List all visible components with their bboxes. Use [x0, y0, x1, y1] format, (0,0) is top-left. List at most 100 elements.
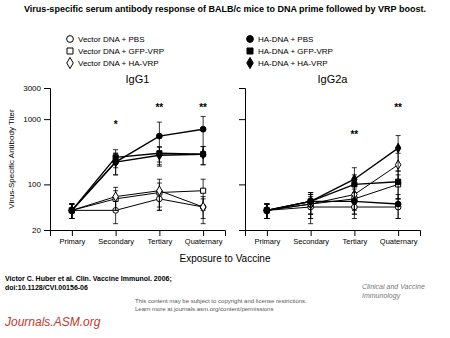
- chart: Virus-specific serum antibody response o…: [0, 0, 450, 338]
- series: [264, 171, 400, 218]
- line: [72, 191, 203, 211]
- error-bar: [69, 204, 74, 218]
- error-bar: [157, 147, 162, 166]
- axis-line: [239, 89, 246, 231]
- series: [264, 197, 401, 224]
- error-bar: [308, 194, 313, 218]
- tick-mark: [354, 230, 355, 236]
- error-bar: [264, 204, 269, 218]
- tick-mark: [398, 230, 399, 236]
- tick-mark: [44, 119, 50, 120]
- point: [308, 197, 313, 206]
- tick: Tertiary: [343, 230, 368, 246]
- series: [69, 179, 205, 218]
- footer-line: doi:10.1128/CVI.00156-06: [5, 284, 88, 291]
- footer-text: Journals.ASM.org: [4, 315, 101, 329]
- point: [113, 157, 118, 166]
- legend-item: Vector DNA + HA-VRP: [67, 57, 159, 68]
- error-bar: [113, 187, 118, 210]
- tick: 3000: [23, 84, 50, 93]
- tick: 20: [32, 226, 50, 235]
- error-bar: [201, 147, 206, 165]
- point: [157, 186, 162, 195]
- tick-mark: [267, 230, 268, 236]
- point: [396, 179, 401, 184]
- error-bar: [264, 204, 269, 218]
- legend-item: HA-DNA + PBS: [247, 35, 314, 44]
- error-bar: [352, 168, 357, 199]
- legend-label: Vector DNA + HA-VRP: [78, 59, 159, 68]
- legend-marker: [247, 36, 254, 43]
- tick: Quaternary: [185, 230, 223, 246]
- tick-label: Secondary: [98, 237, 134, 246]
- error-bar: [264, 204, 269, 218]
- point: [200, 149, 205, 158]
- line: [72, 129, 203, 210]
- legend-label: HA-DNA + HA-VRP: [258, 59, 328, 68]
- point: [201, 188, 206, 193]
- error-bar: [69, 204, 74, 218]
- series: [69, 116, 206, 218]
- line: [72, 154, 203, 210]
- footer-text: Clinical and VaccineImmunology: [362, 283, 425, 300]
- tick: Primary: [254, 230, 280, 246]
- series: [264, 136, 401, 219]
- tick-mark: [239, 184, 245, 185]
- annotation: *: [114, 119, 118, 130]
- tick-mark: [311, 230, 312, 236]
- axis-line: [44, 89, 51, 231]
- series: [264, 153, 401, 218]
- series: [264, 193, 401, 219]
- annotations: ****: [350, 102, 402, 140]
- error-bar: [113, 153, 118, 175]
- footer-line: Learn more at journals.asm.org/content/p…: [135, 306, 273, 312]
- error-bar: [264, 204, 269, 218]
- line: [72, 191, 203, 211]
- legend-marker: [67, 57, 73, 68]
- title-line: Virus-specific serum antibody response o…: [24, 4, 426, 14]
- tick: Tertiary: [148, 230, 173, 246]
- error-bar: [396, 171, 401, 199]
- legend-label: HA-DNA + GFP-VRP: [258, 47, 333, 56]
- tick-mark: [159, 230, 160, 236]
- legend-marker: [247, 48, 253, 54]
- error-bar: [308, 193, 313, 215]
- error-bar: [113, 153, 118, 175]
- tick-mark: [72, 230, 73, 236]
- panel-title: IgG1: [126, 73, 150, 85]
- error-bar: [69, 204, 74, 218]
- legend-marker: [247, 57, 253, 68]
- tick-label: Primary: [59, 237, 85, 246]
- line: [267, 148, 398, 210]
- error-bar: [69, 204, 74, 218]
- tick-label: 20: [32, 226, 41, 235]
- error-bar: [264, 204, 269, 218]
- y-axis: 2010010003000: [23, 84, 50, 235]
- error-bar: [396, 136, 401, 172]
- point: [156, 133, 162, 139]
- legend-item: HA-DNA + HA-VRP: [247, 57, 328, 68]
- tick: 100: [28, 180, 50, 189]
- point: [157, 150, 162, 159]
- tick-mark: [239, 88, 245, 89]
- tick: Quaternary: [380, 230, 418, 246]
- line: [267, 165, 398, 211]
- point: [395, 201, 401, 207]
- footer-line: This content may be subject to copyright…: [135, 298, 307, 304]
- line: [72, 153, 203, 210]
- tick-label: 100: [28, 180, 42, 189]
- point: [69, 206, 74, 215]
- legend-marker: [67, 36, 74, 43]
- error-bar: [264, 204, 269, 218]
- error-bar: [69, 204, 74, 218]
- tick-label: Tertiary: [148, 237, 173, 246]
- tick: [239, 184, 245, 185]
- panel: 2010010003000PrimarySecondaryTertiaryQua…: [7, 73, 226, 246]
- legend-label: HA-DNA + PBS: [258, 35, 313, 44]
- annotation: **: [155, 102, 163, 113]
- footer-text: Victor C. Huber et al. Clin. Vaccine Imm…: [5, 275, 172, 291]
- footer-line: Clinical and Vaccine: [362, 283, 425, 290]
- tick: Primary: [59, 230, 85, 246]
- point: [264, 206, 269, 215]
- axis-line: [51, 231, 226, 237]
